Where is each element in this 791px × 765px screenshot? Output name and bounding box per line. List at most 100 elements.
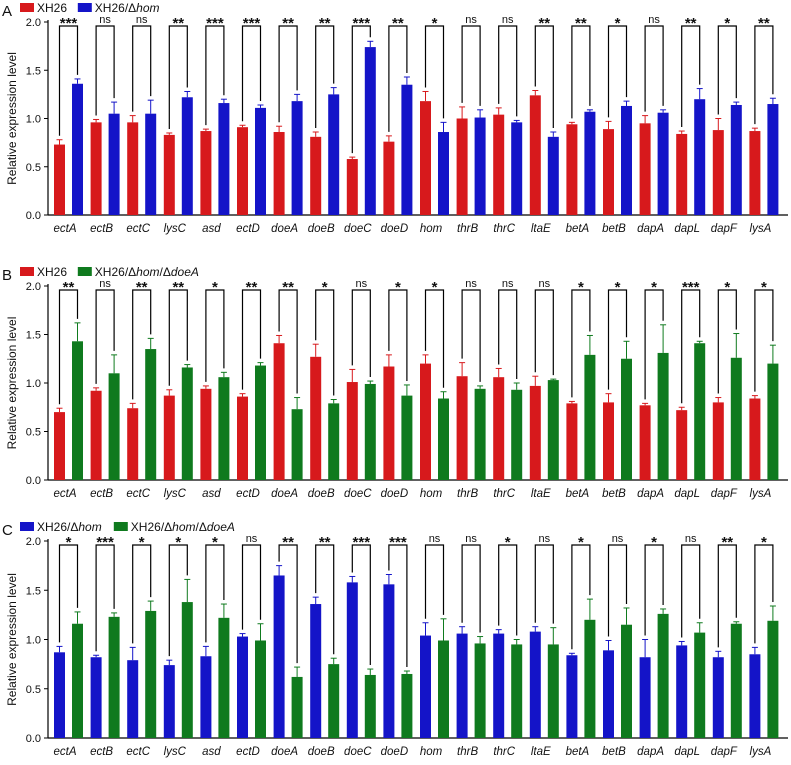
bar <box>346 582 358 738</box>
significance-bracket <box>315 25 335 129</box>
significance-bracket <box>168 25 188 129</box>
x-tick-label: dapF <box>711 746 738 758</box>
x-tick-label: betA <box>566 746 590 758</box>
significance-label: * <box>212 279 218 296</box>
bar <box>364 674 376 738</box>
significance-label: ns <box>502 278 514 290</box>
bar <box>730 357 742 480</box>
bar <box>493 633 505 738</box>
x-tick-label: thrB <box>457 223 478 235</box>
significance-label: ** <box>282 279 294 296</box>
significance-label: ** <box>575 15 587 32</box>
bar <box>383 141 395 215</box>
bar <box>511 122 523 215</box>
bar <box>181 97 193 215</box>
bar <box>639 405 651 480</box>
x-tick-label: ltaE <box>531 223 551 235</box>
significance-bracket <box>351 289 371 378</box>
x-tick-label: doeD <box>381 746 409 758</box>
significance-label: * <box>615 279 621 296</box>
x-tick-label: betB <box>602 488 626 500</box>
bar <box>712 130 724 215</box>
bar <box>54 652 65 738</box>
significance-label: * <box>432 279 438 296</box>
significance-bracket <box>132 544 152 644</box>
x-tick-label: thrB <box>457 746 478 758</box>
bar <box>566 655 578 738</box>
x-tick-label: thrB <box>457 488 478 500</box>
x-tick-label: ectB <box>90 488 113 500</box>
bar <box>401 84 413 215</box>
significance-label: ns <box>246 533 258 545</box>
bar <box>108 616 120 738</box>
bar <box>181 602 193 738</box>
panel-label: B <box>2 267 12 284</box>
bar <box>474 388 486 480</box>
significance-bracket <box>58 544 79 643</box>
bar <box>730 104 742 215</box>
significance-bracket <box>132 25 152 112</box>
x-tick-label: doeA <box>271 746 298 758</box>
x-tick-label: lysC <box>164 223 187 235</box>
bar <box>529 385 541 480</box>
significance-label: ns <box>538 278 550 290</box>
bar <box>273 343 285 480</box>
significance-bracket <box>58 25 79 136</box>
significance-label: * <box>651 279 657 296</box>
bar <box>200 131 212 215</box>
legend-swatch <box>20 522 34 531</box>
significance-label: ns <box>136 14 148 26</box>
significance-bracket <box>461 544 481 633</box>
y-tick-label: 2.0 <box>26 281 41 293</box>
bar <box>291 101 303 215</box>
bar <box>767 363 779 480</box>
bar <box>54 144 65 215</box>
x-tick-label: dapF <box>711 223 738 235</box>
bar <box>328 403 340 480</box>
x-tick-label: ectD <box>236 223 260 235</box>
bar <box>511 644 523 738</box>
significance-bracket <box>241 289 262 390</box>
significance-bracket <box>607 25 628 118</box>
x-tick-label: ectB <box>90 746 113 758</box>
x-tick-label: doeD <box>381 488 409 500</box>
significance-bracket <box>571 289 591 398</box>
y-tick-label: 1.5 <box>26 585 41 597</box>
significance-bracket <box>241 544 262 630</box>
bar <box>767 104 779 215</box>
y-tick-label: 2.0 <box>26 17 41 29</box>
bar <box>603 650 614 738</box>
bar <box>346 382 358 480</box>
bar <box>163 395 175 480</box>
bar <box>547 136 559 215</box>
x-tick-label: thrC <box>493 488 515 500</box>
significance-label: ns <box>355 278 367 290</box>
bar <box>90 657 102 738</box>
bar <box>566 124 578 215</box>
legend-swatch <box>77 267 92 276</box>
significance-bracket <box>571 25 591 119</box>
bar <box>255 107 266 215</box>
bar <box>200 388 212 480</box>
significance-bracket <box>644 25 664 112</box>
chart-panel-c: C XH26/Δhom XH26/Δhom/ΔdoeA 0.0 0.5 1.0 1.5 2.0… <box>2 520 788 758</box>
bar <box>273 132 285 215</box>
bar <box>163 134 175 215</box>
bar <box>291 676 303 738</box>
bar <box>657 112 669 215</box>
bar <box>603 402 614 480</box>
bar <box>584 354 596 480</box>
significance-label: * <box>578 534 584 551</box>
y-axis-label: Relative expression level <box>5 573 19 706</box>
x-tick-label: dapA <box>637 746 664 758</box>
bar <box>163 665 175 738</box>
x-tick-label: asd <box>202 223 221 235</box>
bar <box>145 113 157 215</box>
significance-bracket <box>644 289 664 400</box>
legend-label: XH26/Δhom/ΔdoeA <box>95 265 199 279</box>
bar <box>712 402 724 480</box>
bar <box>237 636 248 738</box>
bar <box>255 365 266 480</box>
bar <box>181 367 193 480</box>
significance-label: * <box>724 15 730 32</box>
